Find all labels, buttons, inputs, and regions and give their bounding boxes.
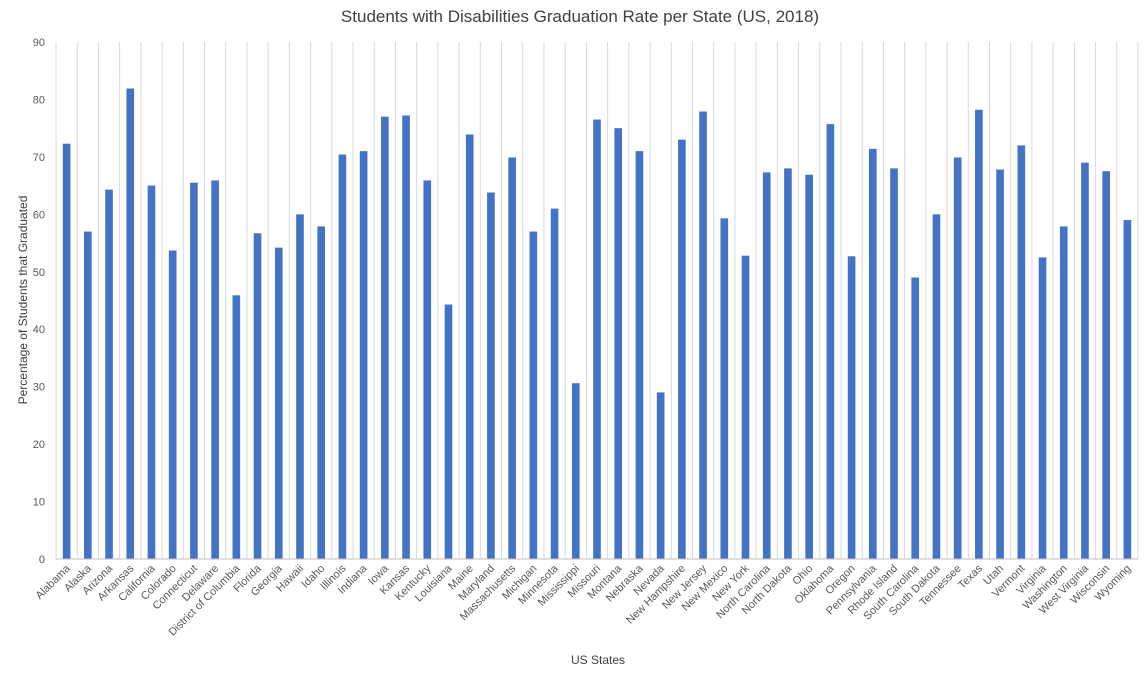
- y-tick-label: 90: [33, 37, 45, 49]
- bar: [338, 154, 347, 559]
- bar: [508, 157, 516, 560]
- y-tick-label: 40: [33, 324, 45, 336]
- bar: [1123, 220, 1132, 560]
- bar: [211, 180, 219, 560]
- bar: [614, 128, 623, 559]
- bar: [975, 109, 983, 559]
- bar: [1102, 171, 1110, 559]
- x-axis-label: US States: [571, 653, 625, 667]
- bar: [317, 226, 326, 559]
- bar: [868, 148, 877, 559]
- y-tick-label: 50: [33, 267, 45, 279]
- bar: [1081, 162, 1089, 559]
- bar: [402, 115, 410, 559]
- bar: [253, 233, 262, 560]
- bar: [996, 169, 1004, 559]
- x-axis-ticks: AlabamaAlaskaArizonaArkansasCaliforniaCo…: [34, 562, 1134, 639]
- y-tick-label: 0: [39, 554, 45, 566]
- chart-title: Students with Disabilities Graduation Ra…: [341, 7, 819, 26]
- y-tick-label: 10: [33, 497, 45, 509]
- bar: [911, 277, 920, 559]
- bar: [1017, 145, 1026, 559]
- gridlines: [55, 42, 1139, 559]
- bar: [593, 119, 601, 560]
- bar: [890, 168, 898, 559]
- bar: [847, 256, 856, 559]
- bar: [147, 185, 156, 559]
- bar: [126, 88, 135, 559]
- bar: [465, 134, 474, 560]
- bar: [762, 172, 771, 559]
- bar: [168, 250, 177, 560]
- y-tick-label: 80: [33, 94, 45, 106]
- bar: [678, 139, 686, 559]
- bar: [826, 124, 835, 559]
- bar: [62, 143, 71, 559]
- y-tick-label: 30: [33, 382, 45, 394]
- bar: [805, 174, 813, 560]
- y-axis-label: Percentage of Students that Graduated: [16, 196, 30, 405]
- bar: [953, 157, 962, 560]
- bar: [381, 116, 389, 559]
- bar: [487, 192, 495, 559]
- bar: [741, 255, 750, 559]
- y-axis-ticks: 0 10 20 30 40 50 60 70 80 90: [33, 37, 45, 566]
- bar: [232, 295, 241, 559]
- bar: [190, 182, 198, 559]
- bar: [423, 180, 432, 560]
- bar: [529, 231, 538, 560]
- bars: [62, 88, 1132, 560]
- bar: [444, 304, 453, 559]
- y-tick-label: 20: [33, 439, 45, 451]
- bar: [550, 208, 559, 560]
- bar: [1038, 257, 1047, 559]
- bar: [699, 111, 707, 559]
- bar: [656, 392, 665, 559]
- bar: [274, 247, 283, 559]
- bar: [571, 383, 580, 559]
- x-tick-label: Texas: [956, 562, 985, 591]
- bar: [359, 151, 368, 559]
- bar: [784, 168, 792, 559]
- bar: [105, 189, 113, 560]
- bar: [296, 214, 304, 560]
- bar: [720, 218, 729, 560]
- y-tick-label: 70: [33, 152, 45, 164]
- bar: [932, 214, 941, 560]
- bar: [1059, 226, 1068, 559]
- bar: [635, 151, 644, 559]
- y-tick-label: 60: [33, 209, 45, 221]
- bar: [84, 231, 92, 560]
